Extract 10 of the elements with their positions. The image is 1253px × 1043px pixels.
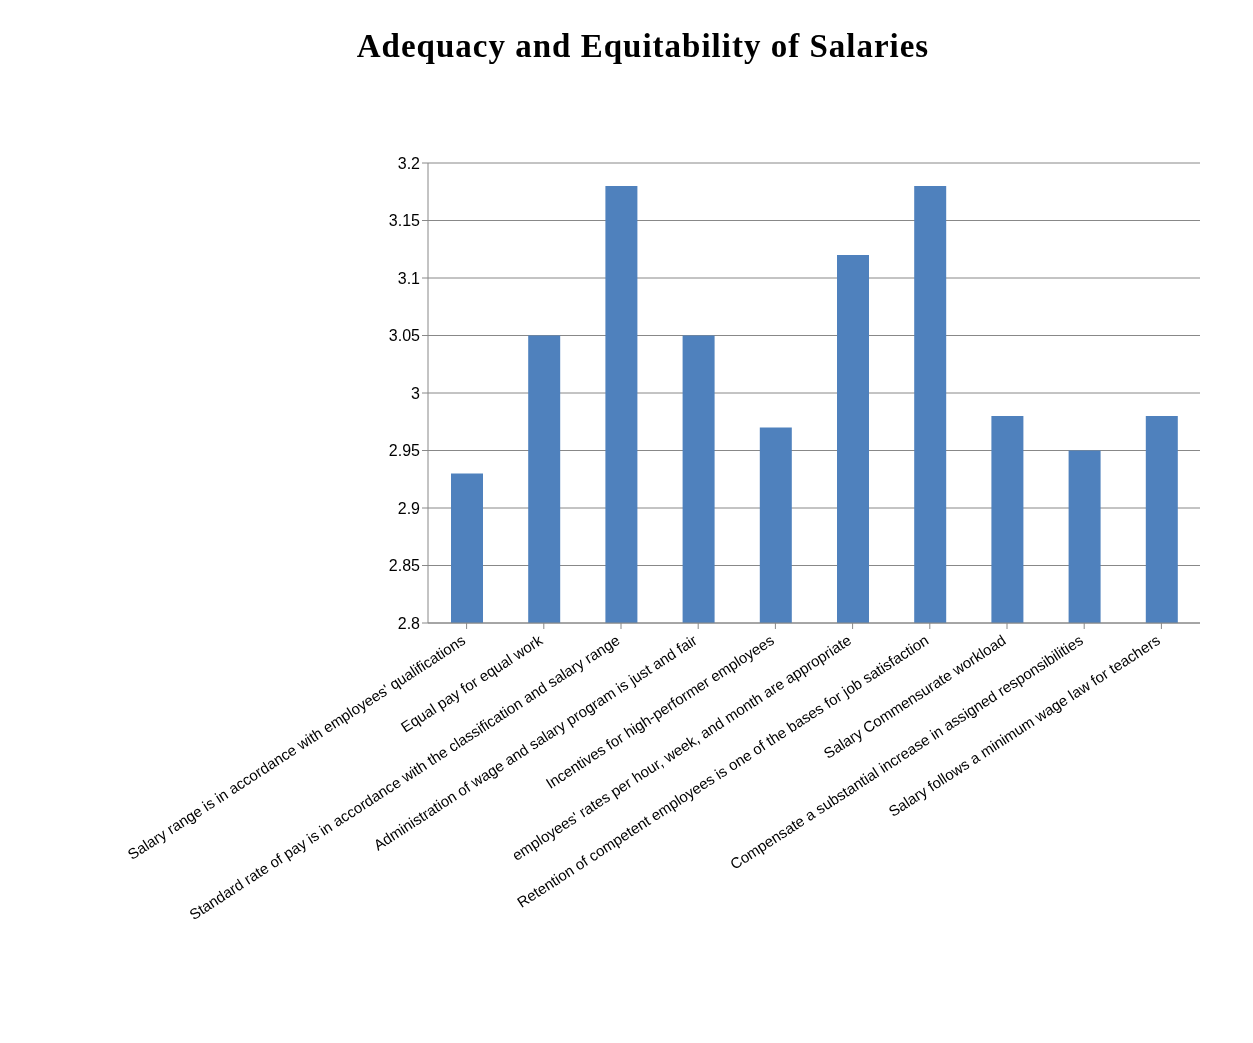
- y-tick-label: 3: [411, 384, 421, 402]
- y-tick-label: 3.15: [388, 212, 421, 230]
- y-tick-label: 2.95: [388, 442, 421, 460]
- y-tick-label: 3.1: [397, 269, 421, 287]
- y-tick-label: 2.85: [388, 557, 421, 575]
- chart-title: Adequacy and Equitability of Salaries: [355, 28, 931, 65]
- y-tick-label: 3.05: [388, 327, 421, 345]
- y-tick-label: 2.9: [397, 499, 421, 517]
- y-tick-label: 2.8: [397, 614, 421, 632]
- y-tick-label: 3.2: [397, 154, 421, 172]
